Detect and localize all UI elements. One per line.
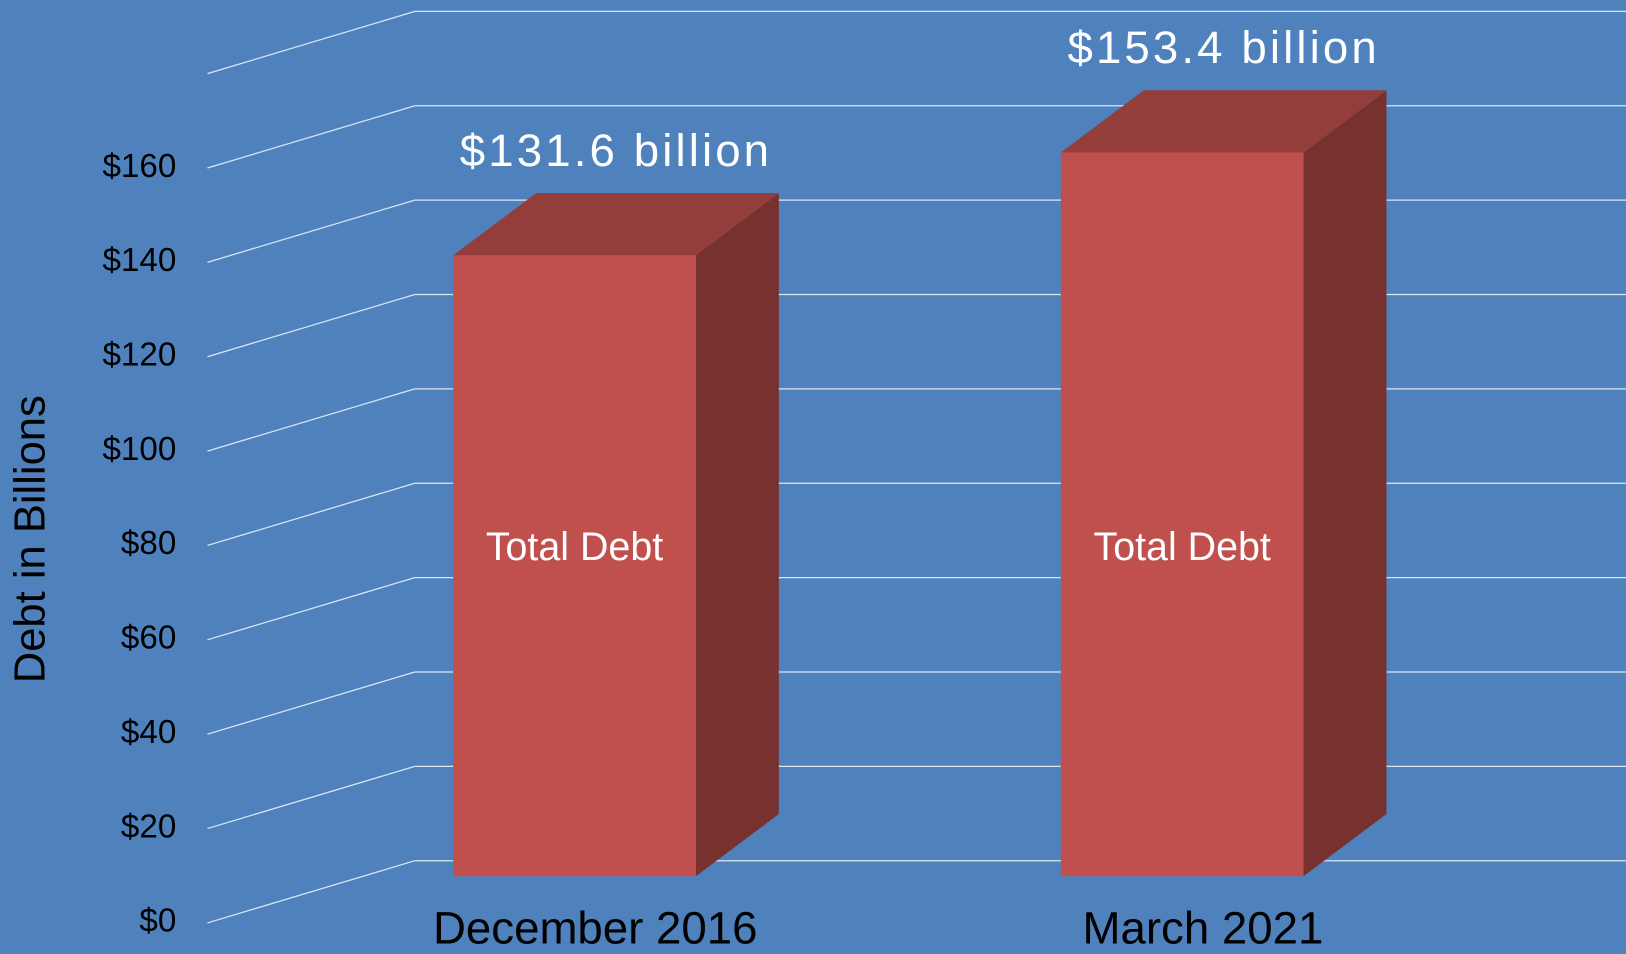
grid-line [207,482,415,547]
plot: Debt in Billions $0 $20 $40 $60 $80 $100 $120 $… [7,10,1626,953]
bar [1060,152,1304,877]
bar-side [1303,90,1387,877]
y-tick-label: $60 [121,620,176,657]
data-label: $153.4 billion [1067,22,1379,73]
y-tick-label: $20 [121,808,176,845]
y-tick-label: $160 [102,148,176,185]
grid-line [207,293,415,358]
bar-top [453,193,779,256]
y-tick-label: $140 [102,242,176,279]
grid-line [207,577,415,641]
bar-top [1060,90,1387,153]
y-tick-label: $100 [102,431,176,468]
y-tick-label: $40 [121,714,176,751]
grid-line [207,105,415,169]
y-tick-label: $120 [102,336,176,373]
series-label: Total Debt [486,525,663,569]
bar [453,255,696,877]
y-tick-label: $0 [139,903,176,940]
grid-line [207,199,415,263]
x-tick-label: December 2016 [433,902,758,953]
x-tick-label: March 2021 [1082,902,1323,953]
y-tick-label: $80 [121,525,176,562]
grid-line [207,765,415,830]
grid-line [207,10,415,75]
grid-line [207,671,415,735]
grid-line [207,860,415,924]
grid-line [207,388,415,452]
data-label: $131.6 billion [460,125,772,176]
y-axis-title: Debt in Billions [7,395,55,683]
series-label: Total Debt [1094,525,1271,569]
bar-side [695,193,779,877]
